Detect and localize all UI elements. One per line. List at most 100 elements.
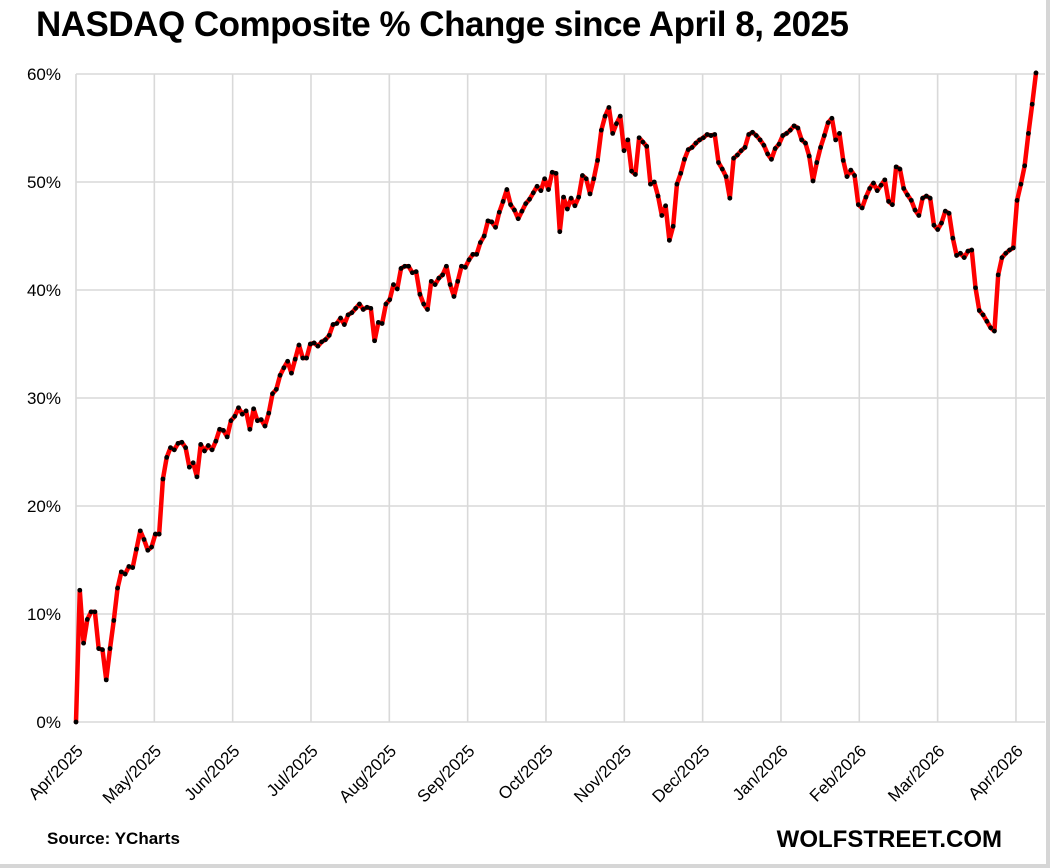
data-point (886, 199, 891, 204)
data-point (625, 137, 631, 143)
data-point (889, 202, 895, 208)
data-point (126, 564, 132, 569)
data-point (614, 121, 619, 127)
chart-title: NASDAQ Composite % Change since April 8,… (36, 5, 849, 44)
data-point (852, 173, 857, 178)
data-point (871, 180, 876, 186)
data-point (923, 193, 929, 199)
data-point (678, 170, 684, 176)
data-point (115, 585, 120, 591)
data-point (693, 140, 699, 146)
data-point (765, 151, 771, 157)
data-point (920, 195, 926, 201)
data-point (784, 131, 789, 136)
data-point (564, 206, 570, 212)
x-axis-tick-label: Sep/2025 (414, 741, 479, 806)
data-point (474, 251, 480, 257)
data-point (413, 269, 419, 275)
data-point (103, 677, 109, 683)
data-point (859, 205, 865, 211)
data-point (572, 203, 578, 209)
data-point (840, 158, 846, 163)
data-point (383, 301, 389, 307)
data-point (466, 257, 472, 263)
data-point (848, 167, 854, 173)
data-point (776, 141, 782, 147)
data-point (651, 179, 657, 185)
data-point (1003, 250, 1009, 256)
data-point (916, 213, 922, 218)
data-point (697, 137, 703, 143)
data-point (345, 312, 351, 318)
data-point (292, 356, 298, 362)
data-point (247, 426, 253, 432)
data-point (640, 139, 646, 145)
data-point (1010, 245, 1016, 251)
data-point (122, 571, 128, 577)
x-axis-tick-label: Apr/2025 (25, 741, 87, 803)
data-point (912, 207, 918, 213)
data-point (818, 145, 823, 150)
data-point (610, 131, 616, 136)
data-point (1007, 247, 1012, 253)
data-point (674, 181, 680, 187)
data-point (878, 182, 884, 188)
x-axis-tick-label: Jan/2026 (729, 741, 792, 804)
data-point (795, 125, 801, 131)
data-point (659, 213, 665, 218)
data-point (753, 133, 759, 138)
data-point (954, 253, 960, 258)
data-point (190, 460, 196, 466)
data-point (935, 227, 941, 232)
data-point (549, 169, 555, 175)
data-point (134, 546, 139, 552)
data-point (406, 263, 411, 269)
data-point (636, 135, 642, 141)
data-point (391, 282, 396, 287)
data-point (270, 391, 275, 397)
data-point (874, 188, 880, 194)
data-point (708, 133, 714, 138)
data-point (727, 195, 733, 201)
data-point (701, 135, 706, 141)
data-point (394, 286, 400, 292)
data-point (791, 123, 797, 129)
data-point (334, 321, 340, 326)
data-point (160, 476, 166, 482)
y-axis-tick-label: 30% (27, 389, 61, 408)
data-point (485, 218, 491, 224)
data-point (629, 168, 634, 174)
data-point (731, 155, 737, 161)
data-point (973, 285, 978, 291)
data-point (999, 255, 1005, 260)
data-point (704, 132, 710, 137)
data-point (863, 194, 869, 200)
data-point (156, 531, 162, 537)
x-axis-tick-label: Nov/2025 (570, 741, 635, 806)
data-point (587, 191, 593, 197)
data-point (961, 255, 967, 260)
data-point (137, 528, 143, 534)
data-point (455, 278, 461, 284)
data-point (969, 247, 975, 253)
data-point (251, 406, 257, 412)
data-point (96, 646, 102, 651)
data-point (81, 640, 86, 646)
data-point (459, 263, 464, 269)
data-point (326, 332, 332, 338)
data-point (425, 307, 430, 312)
data-point (1018, 181, 1024, 187)
data-point (512, 207, 517, 213)
data-point (716, 160, 721, 165)
data-point (349, 310, 355, 316)
data-point (867, 186, 873, 191)
data-point (893, 164, 899, 170)
data-point (398, 266, 404, 271)
x-axis-tick-label: Feb/2026 (806, 741, 870, 805)
x-axis-tick-label: Oct/2025 (495, 741, 557, 803)
source-attribution: Source: YCharts (47, 829, 180, 848)
data-point (844, 174, 850, 180)
data-point (202, 448, 207, 454)
data-point (338, 315, 343, 321)
data-point (992, 328, 997, 334)
